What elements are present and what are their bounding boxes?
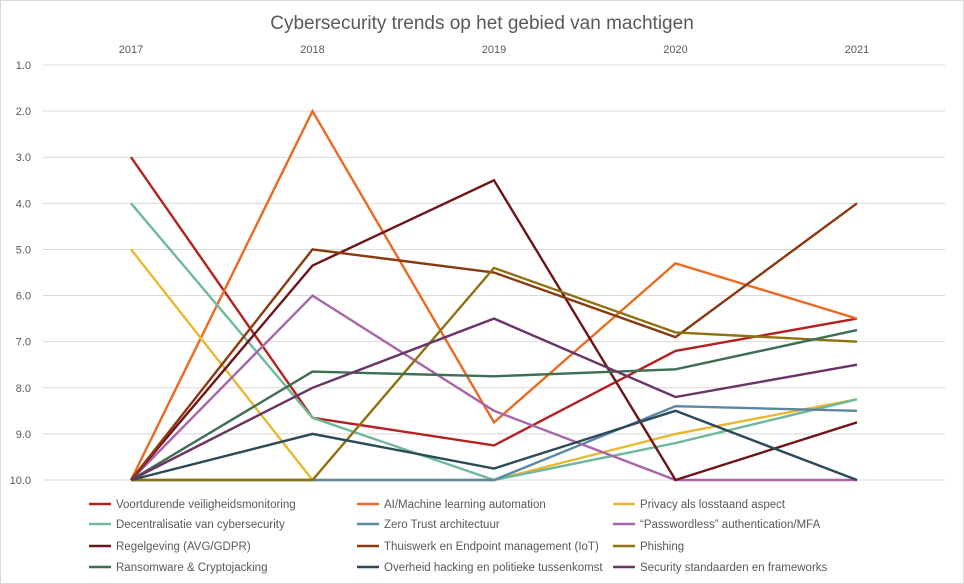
- x-tick-label: 2018: [300, 44, 324, 56]
- series-line-9: [131, 266, 858, 482]
- series-line-11: [130, 409, 858, 482]
- series-line-1: [130, 156, 858, 447]
- legend-item: Thuiswerk en Endpoint management (IoT): [357, 541, 599, 553]
- legend-label: Thuiswerk en Endpoint management (IoT): [384, 541, 599, 553]
- legend-item: Decentralisatie van cybersecurity: [89, 519, 285, 531]
- legend-item: AI/Machine learning automation: [357, 499, 546, 511]
- legend-item: “Passwordless” authentication/MFA: [613, 519, 821, 531]
- legend-label: Security standaarden en frameworks: [640, 562, 828, 574]
- chart-title: Cybersecurity trends op het gebied van m…: [270, 13, 694, 34]
- y-tick-label: 4.0: [16, 198, 31, 210]
- legend-item: Privacy als losstaand aspect: [613, 499, 786, 511]
- y-tick-label: 10.0: [10, 475, 31, 487]
- series-line-6: [130, 294, 857, 482]
- y-tick-label: 3.0: [16, 152, 31, 164]
- series-line-10: [130, 328, 858, 482]
- y-tick-label: 6.0: [16, 291, 31, 303]
- x-tick-label: 2019: [482, 44, 506, 56]
- legend-label: Overheid hacking en politieke tussenkoms…: [384, 562, 603, 574]
- legend-item: Zero Trust architectuur: [357, 519, 500, 531]
- legend-label: “Passwordless” authentication/MFA: [640, 519, 821, 531]
- legend-item: Voortdurende veiligheidsmonitoring: [89, 499, 296, 511]
- legend-label: Zero Trust architectuur: [384, 519, 500, 531]
- legend-item: Security standaarden en frameworks: [613, 562, 828, 574]
- legend-item: Phishing: [613, 541, 684, 553]
- series-line-8: [130, 202, 858, 481]
- legend-label: Ransomware & Cryptojacking: [116, 562, 267, 574]
- x-tick-label: 2020: [663, 44, 687, 56]
- legend-item: Regelgeving (AVG/GDPR): [89, 541, 251, 553]
- series-line-2: [129, 108, 858, 481]
- y-tick-label: 5.0: [16, 244, 31, 256]
- legend: Voortdurende veiligheidsmonitoring AI/Mac…: [89, 499, 828, 574]
- legend-label: Phishing: [640, 541, 684, 553]
- series-line-12: [130, 317, 858, 482]
- y-tick-label: 2.0: [16, 106, 31, 118]
- y-tick-label: 7.0: [16, 337, 31, 349]
- y-tick-label: 8.0: [16, 383, 31, 395]
- legend-item: Ransomware & Cryptojacking: [89, 562, 267, 574]
- y-tick-label: 9.0: [16, 429, 31, 441]
- legend-label: Decentralisatie van cybersecurity: [116, 519, 285, 531]
- legend-item: Overheid hacking en politieke tussenkoms…: [357, 562, 603, 574]
- series-lines: [129, 108, 858, 482]
- y-axis-ticks: 1.0 2.0 3.0 4.0 5.0 6.0 7.0 8.0 9.0 10.0: [10, 60, 31, 487]
- series-line-7: [130, 178, 858, 482]
- x-tick-label: 2021: [845, 44, 869, 56]
- x-axis-ticks: 2017 2018 2019 2020 2021: [119, 44, 869, 56]
- legend-label: Voortdurende veiligheidsmonitoring: [116, 499, 296, 511]
- y-tick-label: 1.0: [16, 60, 31, 72]
- legend-label: Privacy als losstaand aspect: [640, 499, 786, 511]
- legend-label: AI/Machine learning automation: [384, 499, 546, 511]
- x-tick-label: 2017: [119, 44, 143, 56]
- legend-label: Regelgeving (AVG/GDPR): [116, 541, 251, 553]
